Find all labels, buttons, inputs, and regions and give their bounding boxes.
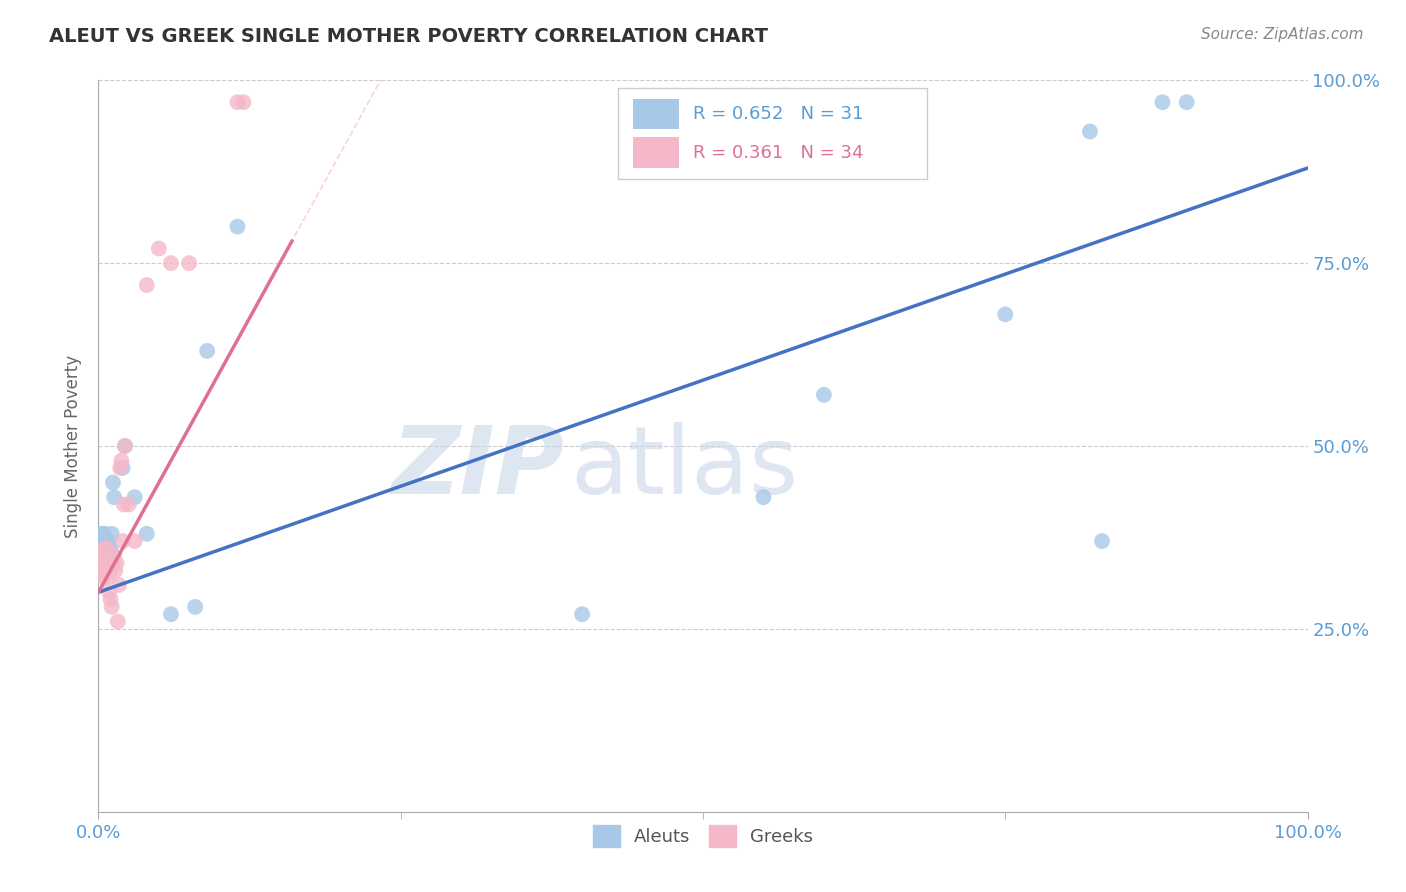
Point bbox=[94, 549, 117, 563]
Point bbox=[112, 498, 135, 512]
Point bbox=[571, 607, 593, 622]
Point bbox=[118, 498, 141, 512]
Point bbox=[93, 556, 115, 570]
Point bbox=[135, 278, 157, 293]
Point bbox=[94, 563, 117, 577]
Y-axis label: Single Mother Poverty: Single Mother Poverty bbox=[65, 354, 83, 538]
FancyBboxPatch shape bbox=[633, 137, 679, 168]
Point bbox=[160, 607, 183, 622]
Point bbox=[96, 571, 118, 585]
Point bbox=[93, 541, 115, 556]
Point bbox=[100, 563, 122, 577]
Text: R = 0.652   N = 31: R = 0.652 N = 31 bbox=[693, 105, 863, 123]
Point bbox=[114, 439, 136, 453]
Point bbox=[108, 461, 131, 475]
Point bbox=[97, 534, 120, 549]
Point bbox=[124, 534, 146, 549]
Point bbox=[101, 475, 124, 490]
Text: atlas: atlas bbox=[569, 422, 799, 514]
Point bbox=[195, 343, 218, 358]
Point bbox=[111, 534, 134, 549]
Point bbox=[98, 585, 121, 599]
Point bbox=[104, 563, 127, 577]
Point bbox=[93, 541, 115, 556]
Point bbox=[124, 490, 146, 504]
Point bbox=[752, 490, 775, 504]
Point bbox=[96, 541, 118, 556]
Point bbox=[90, 541, 112, 556]
FancyBboxPatch shape bbox=[619, 87, 927, 179]
Legend: Aleuts, Greeks: Aleuts, Greeks bbox=[585, 817, 821, 854]
Point bbox=[91, 534, 114, 549]
Point bbox=[101, 556, 124, 570]
Point bbox=[97, 556, 120, 570]
Point bbox=[91, 563, 114, 577]
Text: ALEUT VS GREEK SINGLE MOTHER POVERTY CORRELATION CHART: ALEUT VS GREEK SINGLE MOTHER POVERTY COR… bbox=[49, 27, 768, 45]
Point bbox=[108, 578, 131, 592]
Point bbox=[1175, 95, 1198, 110]
Point bbox=[91, 571, 114, 585]
Point bbox=[89, 549, 111, 563]
Point bbox=[100, 526, 122, 541]
Text: ZIP: ZIP bbox=[391, 422, 564, 514]
Point bbox=[105, 556, 128, 570]
Point bbox=[813, 388, 835, 402]
Point bbox=[100, 541, 122, 556]
Point bbox=[90, 556, 112, 570]
Point bbox=[103, 490, 125, 504]
Point bbox=[91, 549, 114, 563]
FancyBboxPatch shape bbox=[633, 98, 679, 129]
Point bbox=[98, 541, 121, 556]
Point bbox=[111, 461, 134, 475]
Text: R = 0.361   N = 34: R = 0.361 N = 34 bbox=[693, 144, 863, 161]
Point bbox=[100, 592, 122, 607]
Point bbox=[184, 599, 207, 614]
Point bbox=[1091, 534, 1114, 549]
Point bbox=[148, 242, 170, 256]
Point bbox=[179, 256, 201, 270]
Point bbox=[96, 549, 118, 563]
Point bbox=[1152, 95, 1174, 110]
Point bbox=[93, 526, 115, 541]
Point bbox=[110, 453, 132, 467]
Point bbox=[226, 95, 249, 110]
Point bbox=[135, 526, 157, 541]
Point bbox=[232, 95, 254, 110]
Text: Source: ZipAtlas.com: Source: ZipAtlas.com bbox=[1201, 27, 1364, 42]
Point bbox=[226, 219, 249, 234]
Point bbox=[91, 526, 114, 541]
Point bbox=[89, 534, 111, 549]
Point bbox=[994, 307, 1017, 321]
Point bbox=[114, 439, 136, 453]
Point bbox=[107, 615, 129, 629]
Point bbox=[1078, 124, 1101, 138]
Point bbox=[103, 549, 125, 563]
Point bbox=[160, 256, 183, 270]
Point bbox=[100, 599, 122, 614]
Point bbox=[94, 534, 117, 549]
